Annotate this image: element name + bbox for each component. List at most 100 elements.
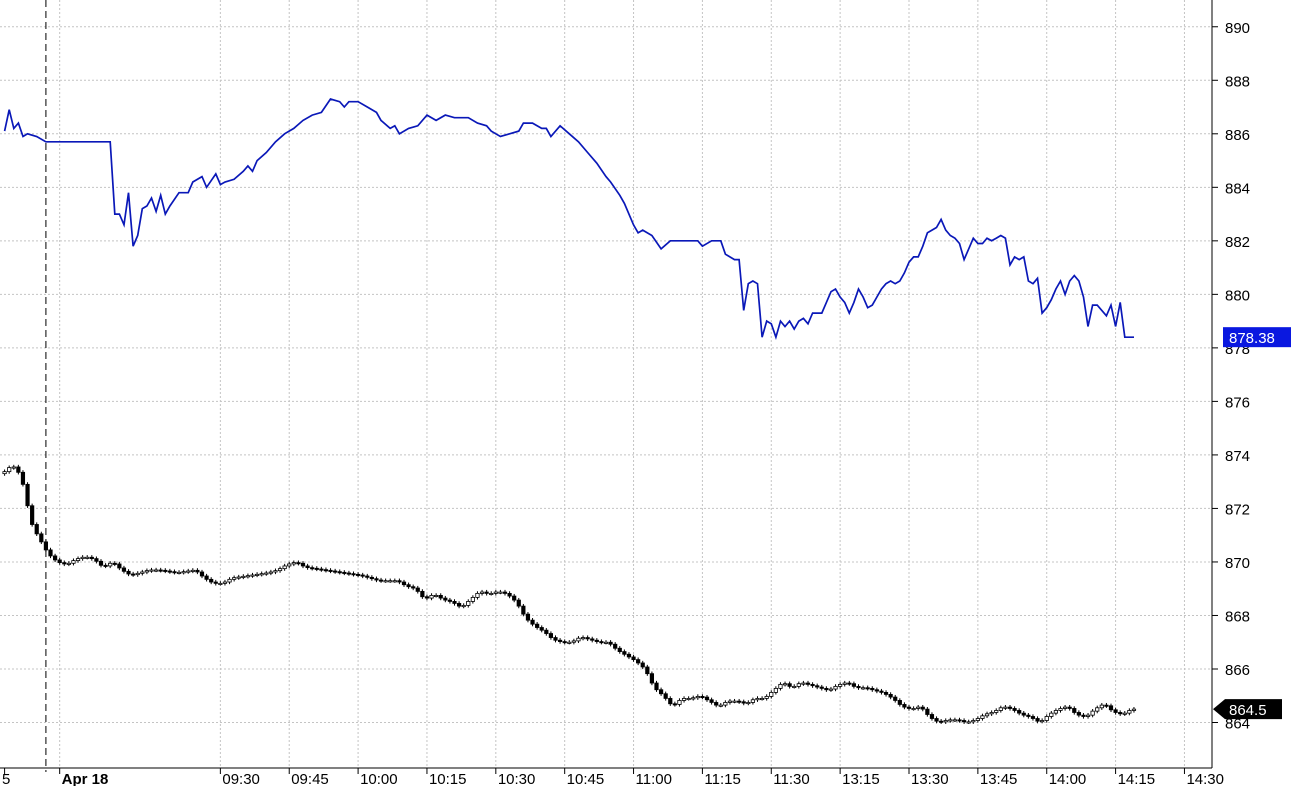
candle — [782, 681, 788, 687]
y-tick-label: 886 — [1225, 127, 1250, 144]
candle — [512, 593, 517, 603]
candle-body — [580, 637, 586, 640]
candle — [562, 639, 567, 645]
candle-body — [847, 682, 852, 685]
candle — [456, 601, 462, 609]
candle-body — [259, 573, 264, 576]
candle — [695, 694, 700, 700]
candle-body — [420, 590, 425, 598]
candle — [323, 567, 329, 573]
candle — [172, 569, 177, 575]
candle — [626, 652, 632, 660]
candle — [975, 716, 980, 723]
candle-body — [778, 683, 783, 689]
candle-body — [755, 698, 760, 701]
candle — [176, 570, 182, 575]
x-tick-label: 09:45 — [291, 771, 329, 786]
candle-body — [649, 673, 655, 684]
candle — [43, 539, 49, 553]
candle-body — [622, 651, 627, 655]
candle — [1012, 706, 1017, 713]
candle — [475, 591, 480, 600]
candle-body — [484, 591, 489, 594]
candle-body — [365, 575, 370, 578]
candle-body — [452, 601, 457, 604]
candle-body — [980, 715, 985, 719]
candle — [401, 579, 407, 587]
candle — [365, 573, 370, 580]
candle-body — [264, 572, 269, 575]
candle — [1099, 702, 1104, 710]
candle-body — [434, 595, 439, 598]
candle — [489, 591, 494, 596]
candle-body — [397, 580, 402, 583]
candle-body — [961, 720, 967, 723]
y-tick-label: 876 — [1225, 394, 1250, 411]
candle-body — [782, 683, 788, 686]
candle — [250, 572, 255, 578]
candle-body — [195, 569, 200, 573]
candle-body — [939, 720, 944, 723]
candle-body — [131, 573, 136, 576]
candle-body — [355, 573, 361, 576]
candle-body — [470, 597, 475, 602]
candle — [52, 553, 58, 563]
candle — [548, 631, 554, 640]
candle — [842, 680, 847, 687]
candle-body — [1067, 706, 1072, 709]
candle — [355, 572, 361, 578]
candle — [296, 560, 301, 566]
candle-body — [323, 569, 329, 572]
candle — [704, 694, 710, 702]
candle-body — [378, 579, 384, 582]
candle — [590, 636, 595, 643]
candle — [434, 593, 439, 598]
candle — [103, 563, 108, 569]
candle — [452, 599, 457, 606]
candle — [1007, 704, 1013, 711]
candle — [236, 574, 241, 580]
candle-body — [351, 573, 356, 576]
candle-body — [704, 696, 710, 701]
candle — [902, 702, 907, 710]
candle — [333, 568, 338, 574]
candle-body — [498, 591, 503, 594]
candle — [277, 566, 283, 573]
candle — [268, 569, 273, 576]
candle — [25, 482, 30, 508]
x-tick-label: 14:15 — [1118, 771, 1156, 786]
candle — [755, 696, 760, 702]
candle — [810, 682, 815, 688]
candle — [1072, 706, 1077, 715]
x-tick-label: 11:30 — [773, 771, 809, 786]
candle — [759, 696, 765, 701]
candle-body — [291, 562, 296, 565]
candle — [961, 718, 967, 724]
candle-body — [176, 571, 182, 574]
candle-body — [319, 568, 324, 571]
candle-body — [902, 704, 907, 708]
candle-body — [645, 666, 650, 675]
candle — [144, 568, 150, 575]
candle-body — [475, 592, 480, 598]
candle — [1113, 707, 1118, 715]
candle-body — [626, 653, 632, 658]
x-tick-label: 5 — [2, 771, 10, 786]
candle-body — [1035, 718, 1040, 722]
candle — [860, 685, 866, 690]
candle — [383, 578, 388, 583]
candle-body — [1072, 708, 1077, 713]
candle — [727, 698, 733, 705]
candle — [709, 697, 714, 705]
candle — [466, 599, 471, 608]
candle-body — [245, 575, 251, 578]
candle — [677, 698, 682, 707]
candle-body — [388, 580, 393, 583]
candle — [920, 704, 925, 712]
candle — [190, 568, 195, 574]
x-tick-label: 10:15 — [429, 771, 467, 786]
candle — [388, 578, 393, 583]
candle-body — [254, 573, 260, 576]
candle-body — [199, 571, 205, 577]
candle-body — [103, 564, 108, 567]
